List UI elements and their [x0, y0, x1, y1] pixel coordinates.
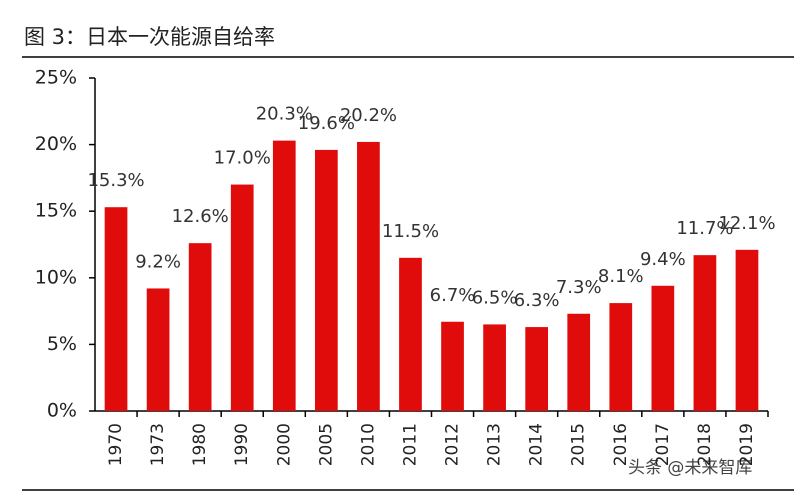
- bar: [399, 257, 422, 411]
- bar: [651, 285, 675, 411]
- value-label: 17.0%: [214, 148, 271, 169]
- x-tick-label: 2016: [611, 423, 631, 466]
- y-tick-label: 25%: [35, 67, 77, 89]
- watermark: 头条 @未来智库: [628, 458, 752, 478]
- value-label: 19.6%: [298, 113, 355, 134]
- bar: [609, 303, 633, 411]
- value-label: 8.1%: [598, 266, 644, 287]
- x-tick-label: 2015: [569, 423, 589, 466]
- value-label: 15.3%: [87, 170, 144, 191]
- value-label: 9.4%: [640, 249, 686, 270]
- x-tick-label: 2013: [485, 423, 505, 466]
- x-tick-label: 2000: [274, 423, 294, 466]
- value-label: 12.1%: [718, 213, 775, 234]
- x-tick-label: 1990: [232, 423, 252, 466]
- x-tick-label: 2017: [653, 423, 673, 466]
- bar: [188, 243, 212, 411]
- y-tick-label: 5%: [47, 333, 77, 355]
- bar: [525, 327, 549, 411]
- bar: [483, 324, 506, 411]
- y-tick-label: 0%: [47, 400, 77, 422]
- value-label: 6.7%: [430, 285, 476, 306]
- bar: [567, 313, 591, 411]
- value-label: 11.5%: [382, 221, 439, 242]
- x-tick-label: 1973: [148, 423, 168, 466]
- bar: [146, 288, 170, 411]
- x-tick-label: 2011: [400, 423, 420, 466]
- bar: [104, 207, 128, 411]
- bar: [357, 141, 380, 411]
- x-tick-label: 1970: [106, 423, 126, 466]
- chart-title: 图 3：日本一次能源自给率: [24, 25, 275, 49]
- bar: [314, 149, 338, 412]
- value-label: 6.5%: [472, 287, 518, 308]
- x-tick-label: 2010: [358, 423, 378, 466]
- bar: [735, 249, 759, 411]
- bar: [272, 140, 296, 411]
- bar: [230, 184, 254, 411]
- value-label: 9.2%: [135, 251, 181, 272]
- y-tick-label: 10%: [35, 266, 77, 288]
- y-tick-label: 20%: [35, 133, 77, 155]
- x-tick-label: 1980: [190, 423, 210, 466]
- value-label: 7.3%: [556, 277, 602, 298]
- x-tick-label: 2014: [527, 423, 547, 466]
- value-label: 20.2%: [340, 105, 397, 126]
- x-tick-label: 2005: [316, 423, 336, 466]
- x-tick-label: 2018: [695, 423, 715, 466]
- value-label: 20.3%: [256, 104, 313, 125]
- value-label: 6.3%: [514, 290, 560, 311]
- x-tick-label: 2012: [443, 423, 463, 466]
- value-label: 12.6%: [172, 206, 229, 227]
- bar: [441, 321, 464, 411]
- y-tick-label: 15%: [35, 200, 77, 222]
- bar: [693, 255, 717, 411]
- value-label: 11.7%: [676, 218, 733, 239]
- x-tick-label: 2019: [737, 423, 757, 466]
